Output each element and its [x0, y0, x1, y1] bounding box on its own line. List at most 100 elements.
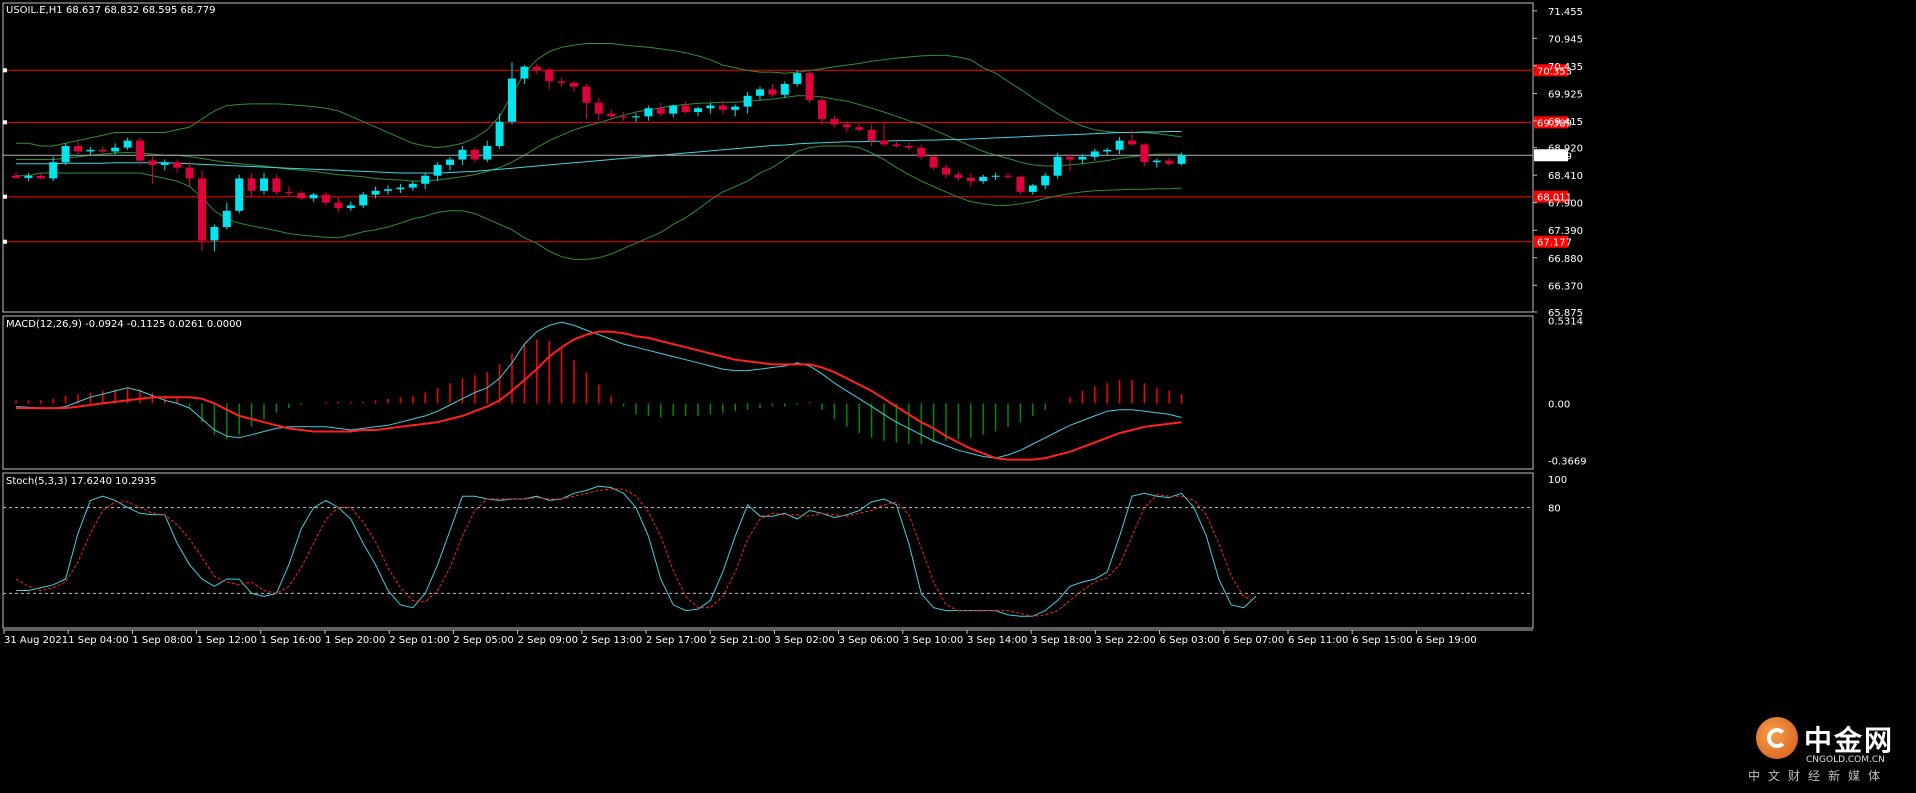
candle-body-13 — [173, 162, 182, 168]
candle-body-0 — [12, 175, 20, 178]
candle-body-81 — [1016, 176, 1025, 192]
candle-body-18 — [235, 178, 244, 211]
candle-body-39 — [495, 121, 504, 147]
candle-body-86 — [1078, 156, 1087, 160]
candle-body-38 — [483, 146, 492, 160]
level-price-label-0: 70.353 — [1537, 66, 1572, 77]
pane-frame-stoch — [2, 472, 1534, 629]
x-label-22: 6 Sep 19:00 — [1416, 635, 1476, 646]
candle-body-35 — [446, 159, 454, 165]
watermark-logo-icon — [1756, 717, 1798, 759]
candle-body-43 — [545, 70, 554, 82]
candle-body-54 — [681, 105, 690, 113]
level-price-label-1: 69.389 — [1537, 118, 1572, 129]
candle-body-47 — [594, 102, 603, 114]
candle-body-70 — [880, 140, 888, 145]
candle-body-52 — [656, 108, 665, 114]
candle-body-44 — [557, 81, 566, 83]
watermark-subtitle: 中文财经新媒体 — [1748, 769, 1889, 783]
candle-body-20 — [260, 178, 268, 191]
candle-body-36 — [458, 149, 467, 160]
main-y-tick-6: 68.410 — [1548, 171, 1583, 182]
level-price-box-0 — [1534, 64, 1568, 77]
candle-body-24 — [309, 194, 318, 199]
level-price-box-2 — [1534, 190, 1568, 203]
macd-signal-line — [16, 330, 1182, 461]
pane-frame-main — [2, 2, 1534, 313]
candle-body-40 — [508, 78, 516, 122]
candle-body-26 — [334, 202, 343, 209]
bollinger-upper-line — [16, 43, 1182, 149]
candle-body-27 — [346, 205, 355, 209]
candle-body-25 — [322, 194, 330, 203]
candle-body-32 — [408, 183, 417, 188]
candle-body-68 — [855, 127, 864, 130]
candle-body-1 — [24, 175, 33, 178]
candle-body-82 — [1028, 185, 1037, 192]
level-handle-0 — [3, 68, 7, 73]
macd-y-tick-2: -0.3669 — [1548, 457, 1587, 468]
x-label-3: 1 Sep 12:00 — [197, 635, 257, 646]
macd-title: MACD(12,26,9) -0.0924 -0.1125 0.0261 0.0… — [6, 319, 242, 330]
candle-body-12 — [160, 162, 169, 165]
candle-body-80 — [1004, 175, 1012, 177]
candle-body-37 — [470, 149, 479, 160]
main-y-tick-0: 71.455 — [1548, 7, 1583, 18]
candle-body-66 — [830, 119, 839, 125]
main-y-tick-8: 67.390 — [1548, 226, 1583, 237]
candle-body-4 — [61, 146, 70, 163]
stoch-k-line — [16, 485, 1257, 617]
x-label-12: 3 Sep 02:00 — [774, 635, 834, 646]
candle-body-23 — [297, 192, 306, 199]
macd-y-tick-1: 0.00 — [1548, 399, 1570, 410]
candle-body-7 — [98, 149, 107, 152]
candle-body-51 — [644, 108, 653, 117]
x-label-11: 2 Sep 21:00 — [710, 635, 770, 646]
x-label-16: 3 Sep 18:00 — [1031, 635, 1091, 646]
x-label-15: 3 Sep 14:00 — [967, 635, 1027, 646]
candle-body-76 — [954, 174, 963, 178]
candle-body-72 — [904, 146, 913, 148]
candle-body-49 — [619, 116, 628, 118]
x-label-10: 2 Sep 17:00 — [646, 635, 706, 646]
candle-body-48 — [607, 113, 616, 117]
x-label-13: 3 Sep 06:00 — [839, 635, 899, 646]
candle-body-8 — [111, 147, 120, 152]
stoch-d-line — [15, 488, 1257, 617]
level-price-box-1 — [1534, 116, 1568, 129]
level-price-label-3: 67.177 — [1537, 238, 1572, 249]
main-y-tick-5: 68.920 — [1548, 144, 1583, 155]
x-label-17: 3 Sep 22:00 — [1095, 635, 1155, 646]
candle-body-67 — [842, 124, 851, 128]
candle-body-11 — [148, 160, 157, 165]
candle-body-71 — [892, 144, 901, 147]
candle-body-73 — [917, 147, 926, 157]
candle-body-45 — [570, 82, 578, 87]
candle-body-78 — [979, 176, 988, 182]
candle-body-91 — [1140, 144, 1149, 163]
candle-body-29 — [371, 190, 380, 195]
pane-frame-macd — [2, 315, 1534, 470]
watermark-url: CNGOLD.COM.CN — [1806, 755, 1885, 765]
main-y-tick-7: 67.900 — [1548, 199, 1583, 210]
x-label-9: 2 Sep 13:00 — [582, 635, 642, 646]
candle-body-30 — [384, 189, 392, 191]
x-label-2: 1 Sep 08:00 — [132, 635, 192, 646]
candle-body-14 — [185, 167, 194, 179]
candle-body-5 — [74, 146, 82, 152]
main-ohlc-values: 68.637 68.832 68.595 68.779 — [66, 5, 216, 16]
x-label-4: 1 Sep 16:00 — [261, 635, 321, 646]
candle-body-57 — [718, 105, 727, 110]
candle-body-92 — [1152, 160, 1161, 163]
macd-line — [15, 321, 1182, 459]
watermark-main-text: 中金网 — [1804, 724, 1895, 757]
candle-body-50 — [632, 116, 640, 118]
candle-body-2 — [36, 175, 45, 179]
candle-body-85 — [1066, 156, 1074, 160]
candle-body-79 — [991, 175, 1000, 177]
candle-body-62 — [780, 83, 789, 95]
candle-body-22 — [284, 191, 293, 193]
candle-body-93 — [1165, 160, 1174, 164]
x-label-14: 3 Sep 10:00 — [903, 635, 963, 646]
candle-body-59 — [743, 95, 752, 107]
